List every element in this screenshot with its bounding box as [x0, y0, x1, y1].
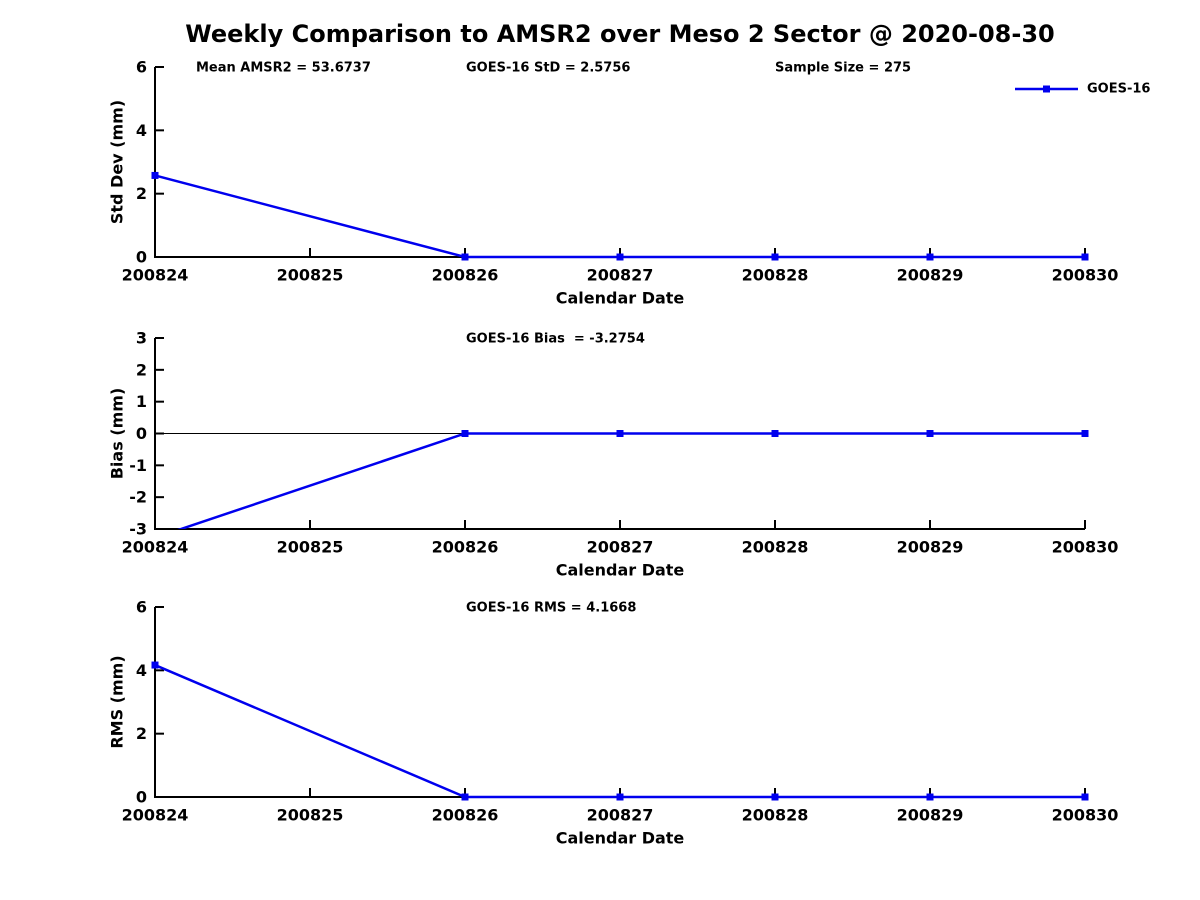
x-tick-label: 200829	[897, 538, 964, 557]
y-tick-label: 2	[136, 184, 147, 203]
x-tick-label: 200827	[587, 266, 654, 285]
data-point-marker	[461, 430, 469, 437]
data-point-marker	[151, 661, 159, 669]
data-point-marker	[926, 430, 934, 437]
x-tick-label: 200826	[432, 538, 499, 557]
x-tick-label: 200825	[277, 538, 344, 557]
y-axis-title: Std Dev (mm)	[108, 100, 127, 224]
x-axis-title: Calendar Date	[556, 829, 685, 848]
y-tick-label: -1	[129, 456, 147, 475]
y-tick-label: 6	[136, 58, 147, 77]
data-point-marker	[616, 253, 624, 261]
y-tick-label: 4	[136, 121, 147, 140]
y-axis-title: Bias (mm)	[108, 388, 127, 480]
data-point-marker	[616, 793, 624, 801]
annotation-bias-0: GOES-16 Bias = -3.2754	[466, 332, 645, 347]
data-point-marker	[771, 793, 779, 801]
data-point-marker	[1081, 793, 1089, 801]
data-point-marker	[771, 430, 779, 437]
annotation-std-dev-1: GOES-16 StD = 2.5756	[466, 61, 630, 76]
annotation-std-dev-0: Mean AMSR2 = 53.6737	[196, 61, 371, 76]
y-tick-label: 0	[136, 248, 147, 267]
y-tick-label: 0	[136, 424, 147, 443]
data-point-marker	[1081, 430, 1089, 437]
x-axis-title: Calendar Date	[556, 289, 685, 308]
y-tick-label: 0	[136, 788, 147, 807]
x-tick-label: 200826	[432, 806, 499, 825]
annotation-std-dev-2: Sample Size = 275	[775, 61, 911, 76]
x-tick-label: 200824	[122, 538, 189, 557]
y-tick-label: -2	[129, 488, 147, 507]
legend: GOES-16	[1015, 82, 1150, 97]
data-point-marker	[461, 793, 469, 801]
y-tick-label: 2	[136, 724, 147, 743]
x-tick-label: 200825	[277, 806, 344, 825]
data-point-marker	[616, 430, 624, 437]
series-line-GOES-16	[154, 663, 1085, 799]
figure-title: Weekly Comparison to AMSR2 over Meso 2 S…	[185, 20, 1055, 48]
data-point-marker	[461, 253, 469, 261]
data-point-marker	[926, 253, 934, 261]
y-tick-label: 3	[136, 329, 147, 348]
x-tick-label: 200828	[742, 266, 809, 285]
series-line-GOES-16	[154, 174, 1085, 259]
x-tick-label: 200829	[897, 266, 964, 285]
x-tick-label: 200826	[432, 266, 499, 285]
data-point-marker	[926, 793, 934, 801]
data-point-marker	[771, 253, 779, 261]
y-tick-label: 4	[136, 661, 147, 680]
x-tick-label: 200827	[587, 538, 654, 557]
x-tick-label: 200830	[1052, 538, 1119, 557]
x-tick-label: 200828	[742, 538, 809, 557]
x-tick-label: 200828	[742, 806, 809, 825]
subplot-rms: 0 2 4 6 200824 200825 200826 200827 200828 200829…	[108, 598, 1119, 848]
x-tick-label: 200830	[1052, 266, 1119, 285]
x-tick-label: 200830	[1052, 806, 1119, 825]
x-tick-label: 200824	[122, 806, 189, 825]
legend-marker	[1043, 85, 1050, 93]
data-point-marker	[1081, 253, 1089, 261]
y-tick-label: 2	[136, 360, 147, 379]
y-tick-label: -3	[129, 520, 147, 539]
subplot-std-dev: 0 2 4 6 200824 200825 200826 200827 200828 200829…	[108, 58, 1151, 308]
y-tick-label: 1	[136, 392, 147, 411]
x-tick-label: 200827	[587, 806, 654, 825]
y-axis-title: RMS (mm)	[108, 655, 127, 748]
series-line-GOES-16	[177, 432, 1085, 529]
data-point-marker	[151, 171, 159, 179]
x-tick-label: 200824	[122, 266, 189, 285]
x-axis-title: Calendar Date	[556, 561, 685, 580]
x-tick-label: 200829	[897, 806, 964, 825]
y-tick-label: 6	[136, 598, 147, 617]
legend-label: GOES-16	[1087, 82, 1150, 97]
annotation-rms-0: GOES-16 RMS = 4.1668	[466, 601, 636, 616]
x-tick-label: 200825	[277, 266, 344, 285]
